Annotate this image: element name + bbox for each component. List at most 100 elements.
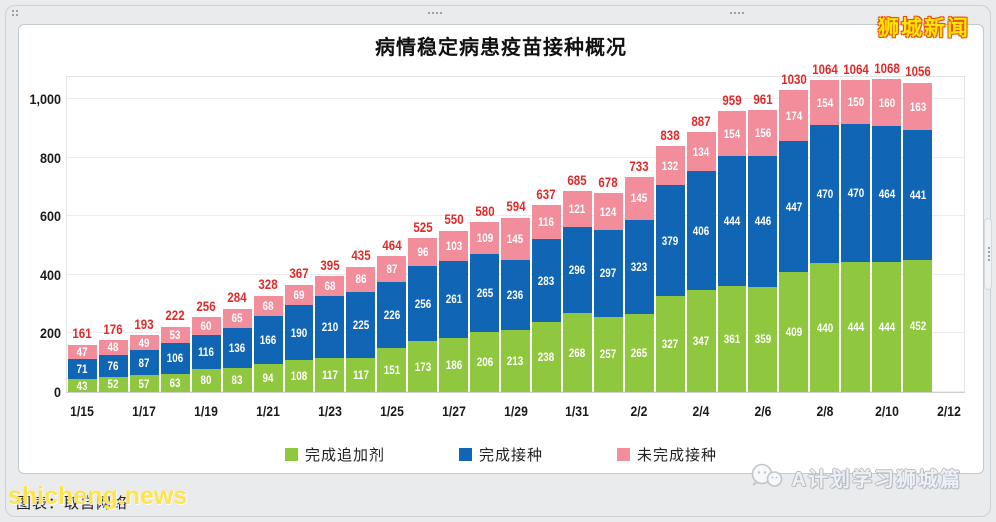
bar-22-total: 961 <box>753 91 773 107</box>
bar-6-total: 328 <box>258 277 278 293</box>
bar-6-value-2: 68 <box>262 298 274 313</box>
x-axis-label-2-6: 2/6 <box>754 404 772 419</box>
bar-0-value-2: 47 <box>76 344 88 359</box>
bar-2-value-2: 49 <box>138 335 150 350</box>
bar-7-segment-1: 190 <box>284 304 314 361</box>
bar-12-total: 550 <box>444 212 464 228</box>
bar-23-segment-2: 174 <box>779 90 809 142</box>
bar-16-value-0: 268 <box>569 345 586 360</box>
bar-5-segment-2: 65 <box>222 308 252 328</box>
bar-27-segment-2: 163 <box>903 82 933 131</box>
bar-22-value-2: 156 <box>754 126 772 141</box>
drag-handle-top-2[interactable] <box>730 12 732 14</box>
legend-swatch-2 <box>617 448 630 461</box>
bar-1-segment-1: 76 <box>98 354 128 377</box>
bar-5-segment-0: 83 <box>222 367 252 392</box>
bar-2-value-1: 87 <box>138 355 150 370</box>
bar-12-value-2: 103 <box>445 238 462 253</box>
bar-6-segment-2: 68 <box>253 295 283 316</box>
scrollbar-grip[interactable] <box>988 247 990 249</box>
bar-15-value-0: 238 <box>538 350 555 365</box>
bar-24-value-1: 470 <box>816 187 834 202</box>
bar-25-total: 1064 <box>842 61 869 77</box>
bar-20-segment-2: 134 <box>686 132 716 172</box>
bar-1-value-0: 52 <box>107 377 119 392</box>
bar-25-segment-0: 444 <box>841 261 871 392</box>
bar-3-total: 222 <box>165 308 185 324</box>
bar-26-segment-2: 160 <box>872 79 902 126</box>
bar-22-segment-2: 156 <box>748 110 778 157</box>
bar-14-segment-2: 145 <box>501 217 530 261</box>
x-axis-label-2-10: 2/10 <box>874 404 899 419</box>
bar-13-segment-1: 265 <box>470 254 500 332</box>
bar-7-segment-2: 69 <box>284 284 314 305</box>
bar-19-segment-2: 132 <box>655 146 685 186</box>
bar-26-value-0: 444 <box>878 319 895 334</box>
bar-17-segment-1: 297 <box>593 229 623 317</box>
bar-15-value-2: 116 <box>538 215 555 230</box>
bar-15-segment-2: 116 <box>531 205 561 240</box>
bar-2: 57 87 49 <box>129 335 159 392</box>
bar-10-segment-1: 226 <box>377 281 407 348</box>
bar-27-value-0: 452 <box>909 318 926 333</box>
bar-16-segment-2: 121 <box>562 191 592 227</box>
bar-17-value-0: 257 <box>600 347 617 362</box>
bar-16: 268 296 121 <box>562 191 592 392</box>
bar-12-value-1: 261 <box>445 292 462 307</box>
x-axis-label-1-15: 1/15 <box>70 404 95 419</box>
bar-21-segment-1: 444 <box>717 156 747 287</box>
bar-8-segment-1: 210 <box>315 296 345 358</box>
bar-27-segment-0: 452 <box>903 259 933 392</box>
bar-10: 151 226 87 <box>377 256 407 392</box>
bar-9: 117 225 86 <box>346 266 376 392</box>
bar-24-total: 1064 <box>812 61 838 77</box>
bar-4: 80 116 60 <box>191 317 221 392</box>
bar-9-total: 435 <box>351 248 371 264</box>
bar-12-segment-0: 186 <box>439 337 469 392</box>
bar-11-value-0: 173 <box>414 359 431 374</box>
bar-22-segment-0: 359 <box>748 286 778 392</box>
bar-0-segment-1: 71 <box>68 358 97 380</box>
bar-19-total: 838 <box>660 127 680 143</box>
bar-4-value-0: 80 <box>200 373 212 388</box>
bar-18-value-1: 323 <box>630 260 648 275</box>
legend-item-2: 未完成接种 <box>617 444 717 465</box>
bar-26-value-1: 464 <box>878 186 895 201</box>
bar-20-segment-1: 406 <box>686 171 716 291</box>
gridline-600 <box>67 215 964 217</box>
bar-5-segment-1: 136 <box>222 327 252 368</box>
bar-8-value-1: 210 <box>321 319 339 334</box>
bar-6: 94 166 68 <box>253 295 283 392</box>
bar-17-value-2: 124 <box>600 204 617 219</box>
bar-2-total: 193 <box>134 316 154 332</box>
legend-item-0: 完成追加剂 <box>284 444 385 465</box>
bar-18-segment-1: 323 <box>624 219 654 315</box>
y-axis-label-400: 400 <box>39 266 61 283</box>
bar-9-value-0: 117 <box>352 367 369 382</box>
bar-14-value-0: 213 <box>507 353 524 368</box>
bar-4-segment-0: 80 <box>191 368 221 392</box>
bar-13-value-2: 109 <box>476 231 493 246</box>
bar-21-value-0: 361 <box>723 332 741 347</box>
y-axis-label-200: 200 <box>39 325 61 342</box>
bar-12: 186 261 103 <box>439 230 469 392</box>
bar-21-total: 959 <box>722 92 742 108</box>
legend-label-2: 未完成接种 <box>637 447 718 464</box>
bar-13-value-1: 265 <box>476 285 493 300</box>
bar-4-segment-2: 60 <box>191 317 221 335</box>
bar-6-segment-1: 166 <box>253 315 283 365</box>
resize-handle-top-left[interactable] <box>12 10 14 12</box>
bar-10-value-0: 151 <box>383 362 400 377</box>
scrollbar[interactable] <box>984 218 992 290</box>
bar-22: 359 446 156 <box>748 110 778 392</box>
footer-brand: A计划学习狮城篇 <box>748 462 962 492</box>
bar-18-segment-0: 265 <box>624 314 654 392</box>
drag-handle-top-1[interactable] <box>428 12 430 14</box>
bar-19-segment-1: 379 <box>655 185 685 297</box>
bar-7-value-0: 108 <box>290 369 308 384</box>
bar-17-segment-0: 257 <box>593 316 623 392</box>
bar-1-segment-0: 52 <box>98 376 128 392</box>
bar-19-segment-0: 327 <box>655 296 685 392</box>
bar-3-value-0: 63 <box>169 375 181 390</box>
bar-7-value-2: 69 <box>293 287 305 302</box>
